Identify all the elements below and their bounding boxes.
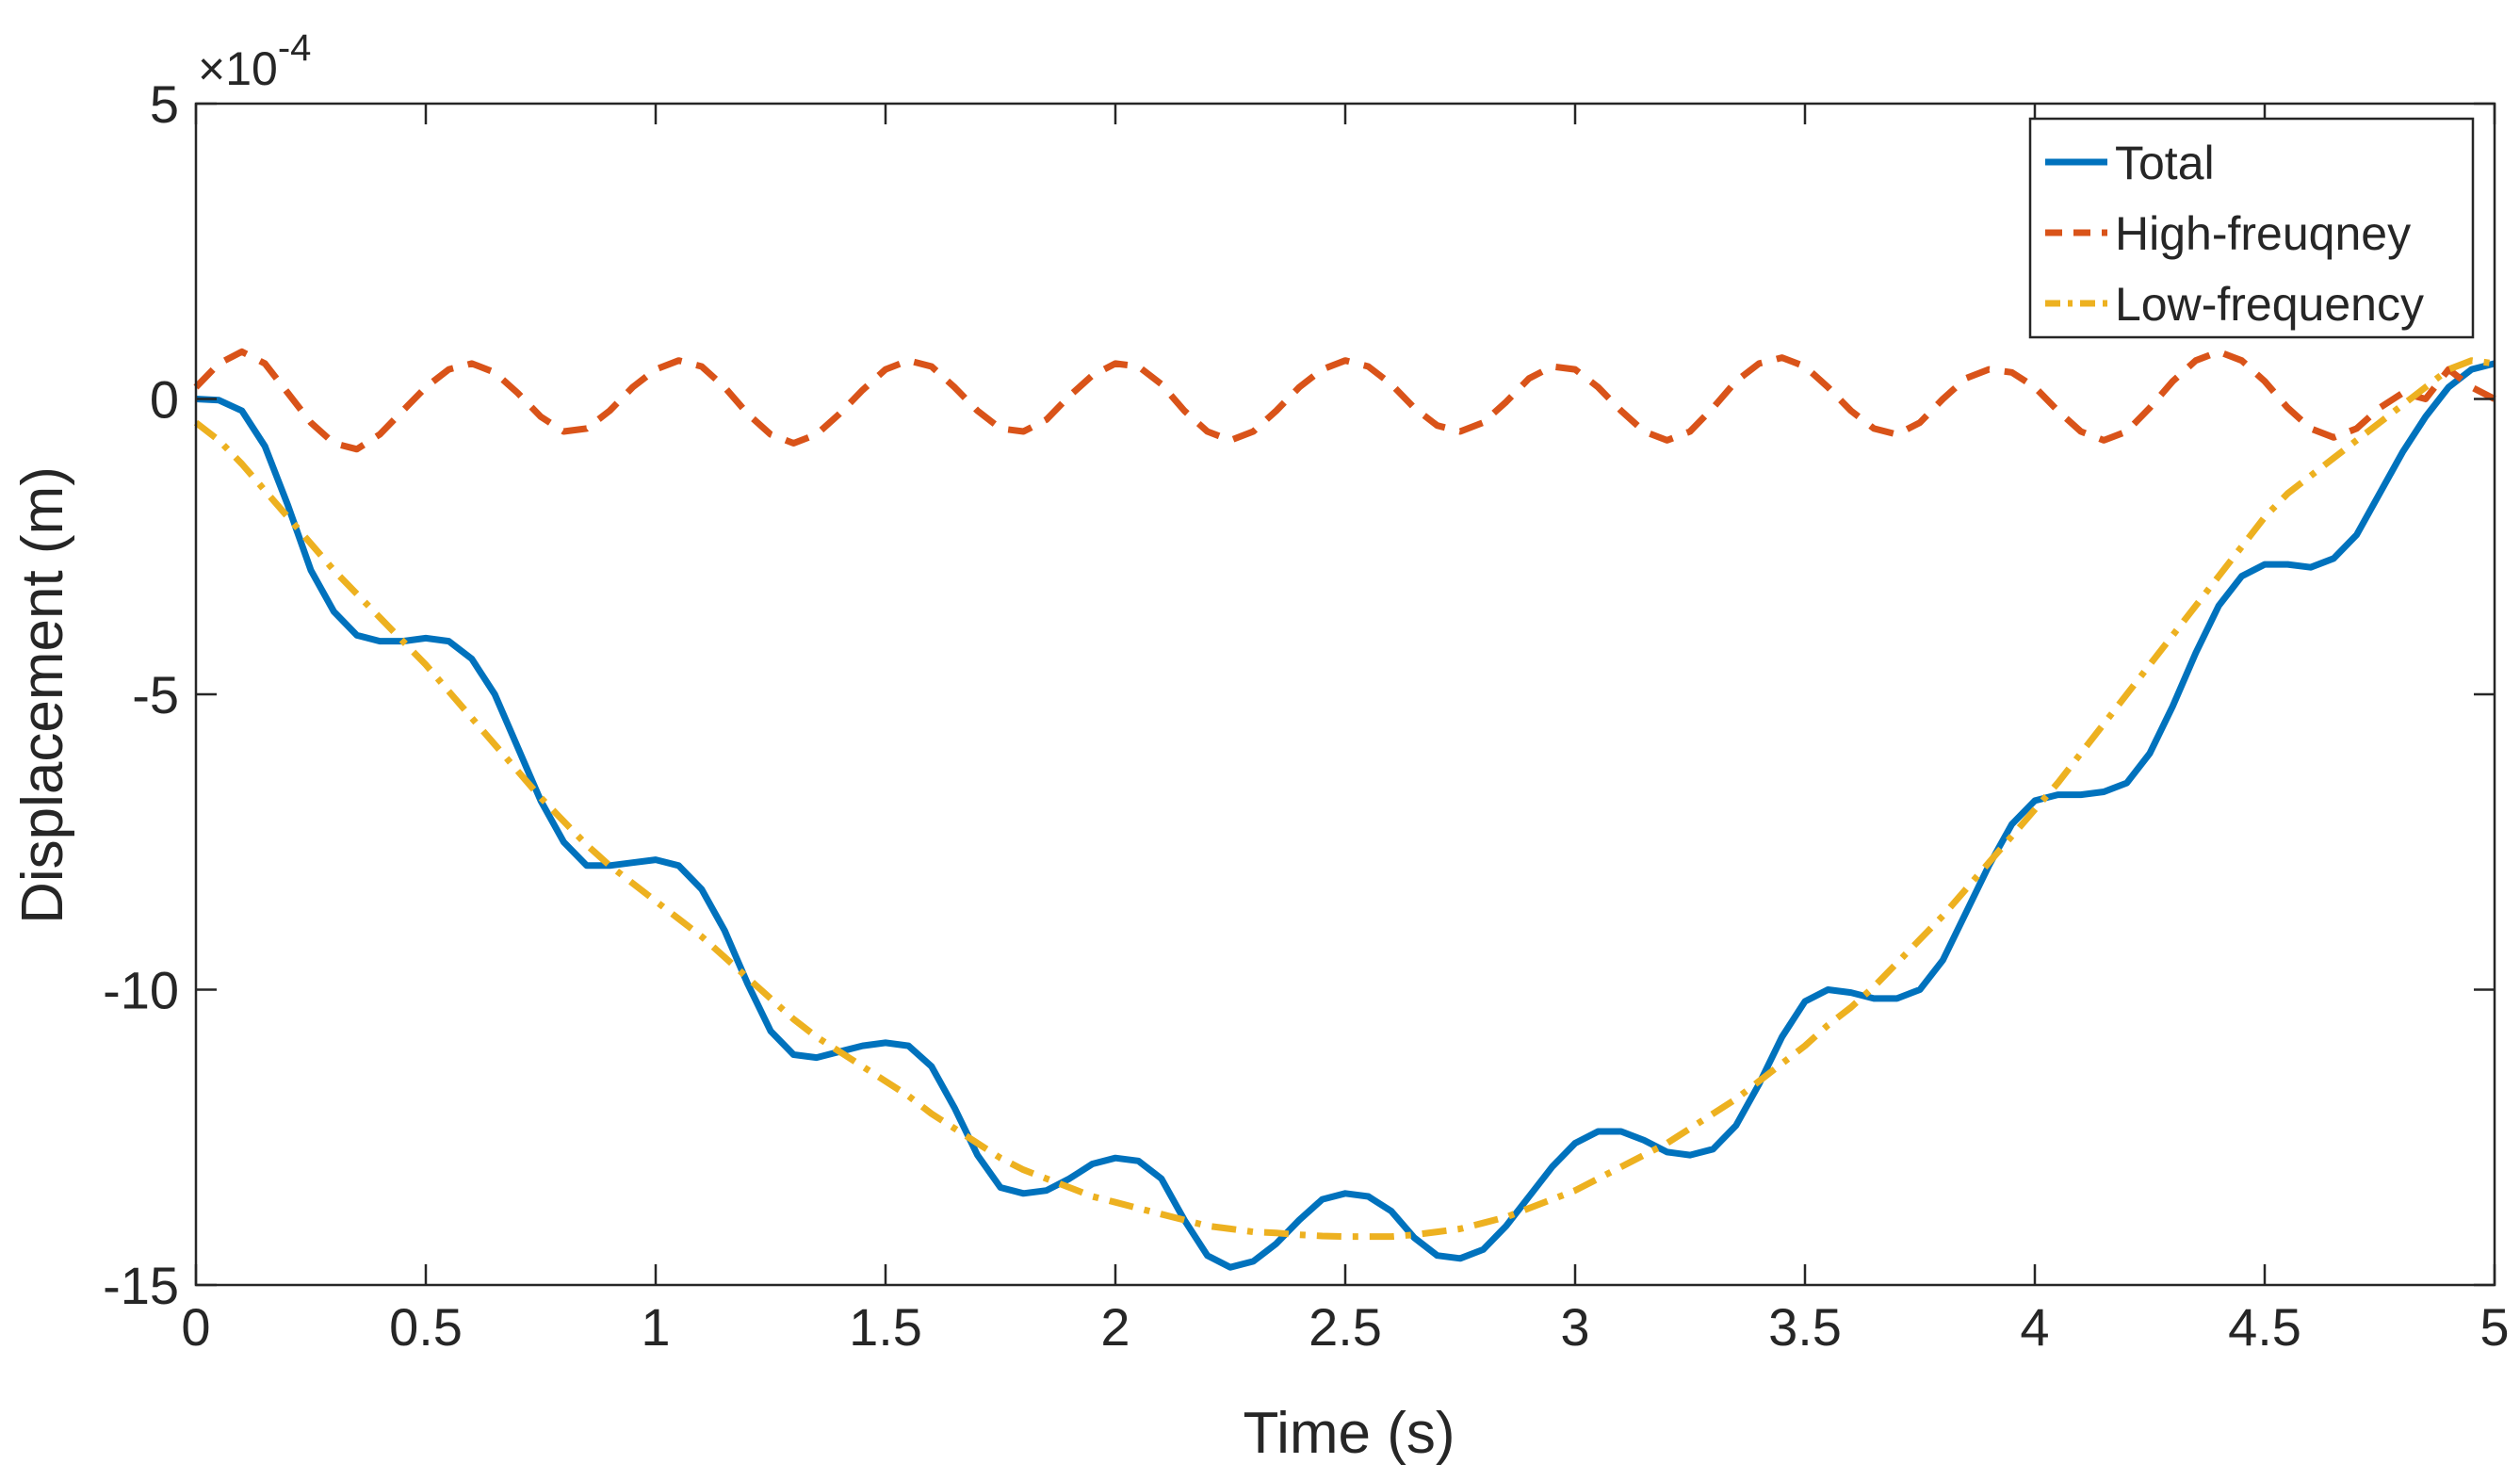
series-line-low-frequency: [193, 357, 2496, 1241]
y-axis-label: Displacement (m): [10, 466, 75, 924]
x-tick-label: 1: [641, 1297, 670, 1357]
x-tick-label: 1.5: [849, 1297, 922, 1357]
legend-label: Total: [2115, 137, 2215, 189]
x-tick-label: 2: [1100, 1297, 1130, 1357]
y-tick-label: -15: [103, 1256, 179, 1315]
x-tick-label: 0: [181, 1297, 210, 1357]
exponent-power: -4: [278, 27, 312, 69]
ticks-layer: 0 0.5 1 1.5 2 2.5 3 3.5 4 4.5 5 -15 -10 -5 0 5: [103, 74, 2510, 1357]
x-axis-label: Time (s): [1244, 1401, 1455, 1466]
series-layer: [193, 348, 2496, 1271]
x-tick-label: 4: [2020, 1297, 2049, 1357]
x-tick-label: 5: [2479, 1297, 2509, 1357]
x-tick-label: 3: [1560, 1297, 1589, 1357]
x-tick-label: 3.5: [1768, 1297, 1842, 1357]
x-tick-label: 4.5: [2228, 1297, 2301, 1357]
y-tick-label: 5: [150, 74, 179, 134]
x-tick-label: 2.5: [1309, 1297, 1382, 1357]
x-tick-label: 0.5: [389, 1297, 463, 1357]
y-tick-label: -10: [103, 961, 179, 1020]
y-tick-label: -5: [132, 665, 179, 724]
y-tick-label: 0: [150, 370, 179, 430]
exponent-label: ×10-4: [198, 27, 311, 95]
legend-label: Low-frequency: [2115, 278, 2424, 331]
legend-label: High-freuqney: [2115, 207, 2411, 260]
series-line-high-freuqney: [193, 348, 2496, 453]
exponent-base: ×10: [198, 42, 278, 95]
legend: Total High-freuqney Low-frequency: [2028, 117, 2475, 339]
series-line-total: [195, 360, 2496, 1271]
